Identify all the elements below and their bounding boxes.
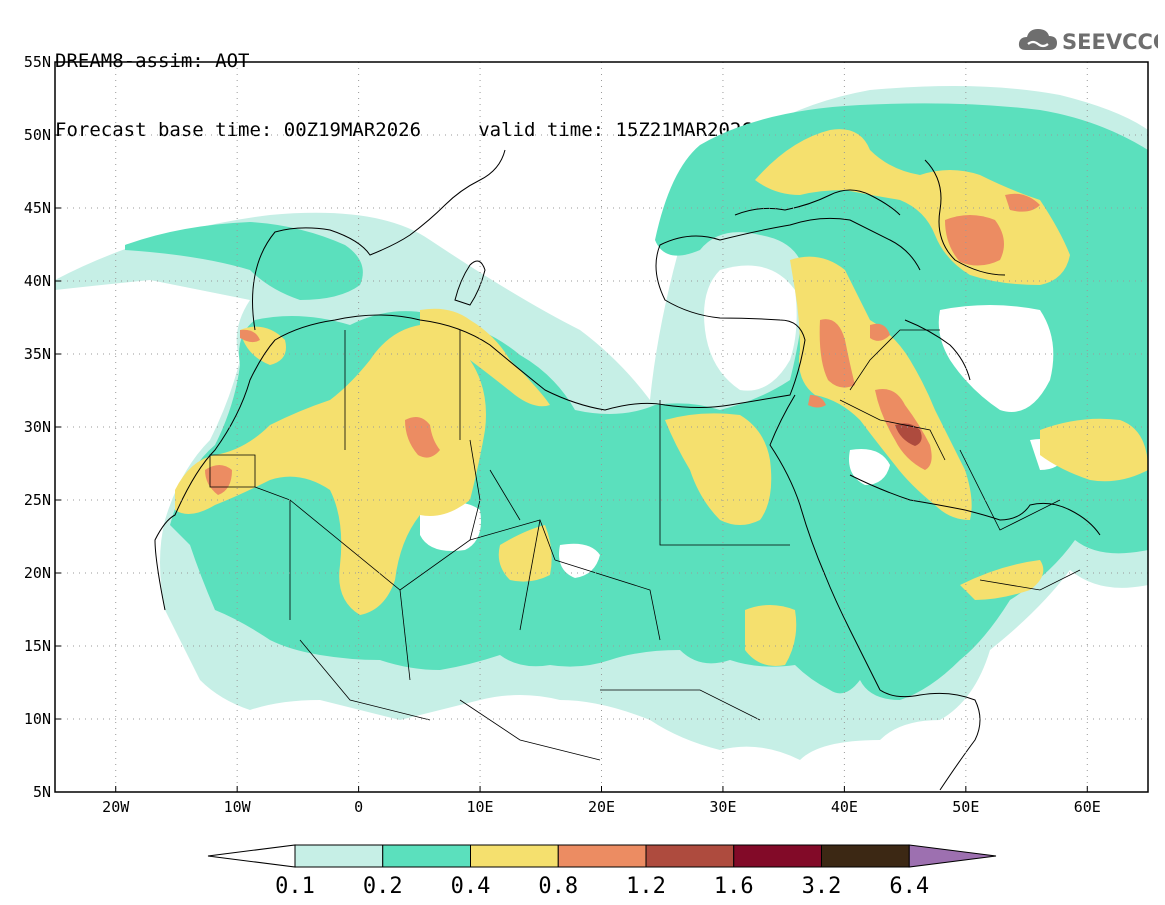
lon-tick-label: 30E: [709, 798, 736, 816]
lat-tick-label: 30N: [24, 418, 51, 436]
title-line-1: DREAM8-assim: AOT: [55, 50, 250, 72]
map-title: DREAM8-assim: AOT Forecast base time: 00…: [55, 4, 821, 165]
colorbar-segment: [821, 844, 910, 868]
lon-tick-label: 20W: [102, 798, 130, 816]
lon-tick-label: 10E: [467, 798, 494, 816]
colorbar-label: 0.4: [451, 874, 491, 899]
colorbar-segment: [645, 844, 735, 868]
borders: [209, 329, 1081, 761]
colorbar-high-arrow: [908, 844, 997, 868]
lat-tick-label: 35N: [24, 345, 51, 363]
lat-tick-label: 25N: [24, 491, 51, 509]
lat-tick-label: 10N: [24, 710, 51, 728]
lat-tick-label: 20N: [24, 564, 51, 582]
aot-field: [55, 86, 1148, 760]
colorbar-segment: [382, 844, 471, 868]
colorbar-label: 1.2: [626, 874, 666, 899]
aot-contour-12: [895, 423, 922, 446]
lat-lon-grid: [55, 62, 1148, 792]
lon-tick-label: 20E: [588, 798, 615, 816]
lat-tick-label: 45N: [24, 199, 51, 217]
lon-tick-label: 50E: [952, 798, 979, 816]
lon-tick-label: 10W: [224, 798, 252, 816]
lon-tick-labels: 20W 10W 0 10E 20E 30E 40E 50E 60E: [102, 786, 1101, 816]
colorbar: [207, 844, 997, 868]
lon-tick-label: 60E: [1074, 798, 1101, 816]
seevccc-logo: SEEVCCC: [1018, 24, 1165, 56]
colorbar-label: 1.6: [714, 874, 754, 899]
lat-tick-labels: 5N 10N 15N 20N 25N 30N 35N 40N 45N 50N 55N: [24, 53, 61, 801]
colorbar-labels: 0.1 0.2 0.4 0.8 1.2 1.6 3.2 6.4: [275, 874, 929, 899]
colorbar-label: 0.2: [363, 874, 403, 899]
colorbar-segment: [294, 844, 384, 868]
colorbar-segment: [557, 844, 647, 868]
lat-tick-label: 40N: [24, 272, 51, 290]
coastlines: [154, 149, 1101, 791]
aot-gaps: [420, 265, 1065, 578]
colorbar-label: 0.8: [538, 874, 578, 899]
aot-contour-02: [125, 103, 1148, 701]
lat-tick-label: 5N: [33, 783, 51, 801]
logo-text: SEEVCCC: [1062, 30, 1158, 54]
colorbar-label: 3.2: [802, 874, 842, 899]
lon-tick-label: 40E: [831, 798, 858, 816]
title-line-2: Forecast base time: 00Z19MAR2026 valid t…: [55, 119, 822, 141]
colorbar-label: 6.4: [889, 874, 929, 899]
aot-contour-08: [205, 193, 1040, 495]
lat-tick-label: 50N: [24, 126, 51, 144]
lon-tick-label: 0: [354, 798, 363, 816]
lat-tick-label: 55N: [24, 53, 51, 71]
colorbar-segment: [470, 844, 559, 868]
colorbar-low-arrow: [207, 844, 296, 868]
lat-tick-label: 15N: [24, 637, 51, 655]
colorbar-label: 0.1: [275, 874, 315, 899]
colorbar-segment: [733, 844, 822, 868]
cloud-icon: SEEVCCC: [1018, 29, 1165, 54]
